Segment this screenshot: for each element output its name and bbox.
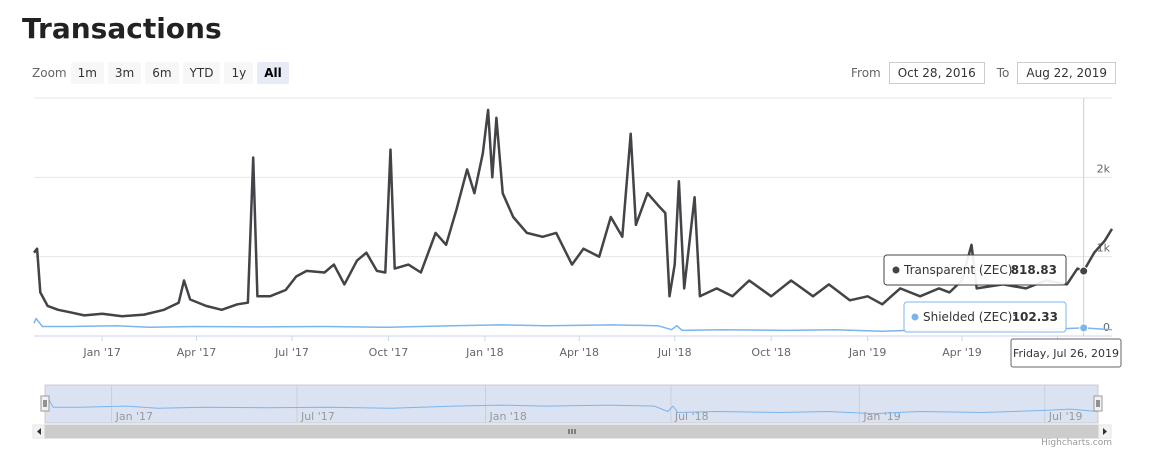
navigator-tick-label: Jan '19 (862, 410, 900, 423)
tooltip-transparent-box (883, 254, 1067, 286)
scrollbar-left-arrow-icon[interactable] (37, 428, 41, 435)
tooltip-shielded-label: Shielded (ZEC): (923, 310, 1016, 324)
scrollbar[interactable] (32, 424, 1112, 439)
x-tick-label: Apr '19 (942, 346, 982, 359)
x-tick-label: Apr '18 (560, 346, 600, 359)
transparent-series-line (33, 108, 1114, 318)
x-tick-label: Jul '17 (274, 346, 309, 359)
scrollbar-right-arrow-icon[interactable] (1103, 428, 1107, 435)
zoom-3m-button[interactable]: 3m (107, 62, 142, 84)
shielded-hover-marker (1079, 323, 1089, 333)
navigator-left-handle[interactable] (40, 395, 50, 412)
y-tick-label: 2k (1097, 162, 1111, 175)
y-tick-label: 0 (1103, 321, 1110, 334)
transparent-hover-marker (1079, 266, 1089, 276)
tooltip: Transparent (ZEC):818.83 Shielded (ZEC):1… (883, 254, 1122, 368)
tooltip-transparent-value: 818.83 (1011, 263, 1057, 277)
navigator-tick-label: Jan '18 (488, 410, 526, 423)
x-tick-label: Jan '18 (465, 346, 503, 359)
navigator-selected-range (44, 384, 1099, 424)
to-label: To (996, 66, 1010, 80)
navigator-tick-label: Jan '17 (115, 410, 153, 423)
tooltip-shielded-value: 102.33 (1012, 310, 1058, 324)
tooltip-shielded-dot (911, 313, 919, 321)
plot-series (33, 108, 1114, 332)
x-tick-label: Oct '17 (369, 346, 409, 359)
x-tick-label: Jul '18 (657, 346, 692, 359)
x-axis: Jan '17 Apr '17 Jul '17 Oct '17 Jan '18 Apr '… (34, 335, 1112, 359)
zoom-all-button[interactable]: All (257, 62, 289, 84)
from-date-input[interactable]: Oct 28, 2016 (888, 62, 985, 84)
tooltip-transparent-dot (892, 266, 900, 274)
tooltip-date-box (1010, 338, 1122, 368)
hover-crosshair (1079, 98, 1089, 336)
navigator[interactable]: Jan '17 Jul '17 Jan '18 Jul '18 Jan '19 Jul '… (32, 384, 1112, 439)
to-date-input[interactable]: Aug 22, 2019 (1017, 62, 1117, 84)
tooltip-transparent-label: Transparent (ZEC): (903, 263, 1016, 277)
x-tick-label: Oct '18 (751, 346, 791, 359)
from-label: From (851, 66, 881, 80)
grid-lines (34, 97, 1112, 258)
navigator-tick-label: Jul '18 (674, 410, 709, 423)
x-tick-label: Jan '17 (82, 346, 120, 359)
navigator-series-line (44, 395, 1099, 415)
zoom-1y-button[interactable]: 1y (224, 62, 254, 84)
credits-link[interactable]: Highcharts.com (1041, 438, 1112, 448)
handle-body (1093, 395, 1103, 412)
navigator-tick-label: Jul '17 (300, 410, 335, 423)
zoom-label: Zoom (32, 66, 67, 80)
date-range-inputs: From Oct 28, 2016 To Aug 22, 2019 (851, 62, 1117, 84)
navigator-tick-label: Jul '19 (1048, 410, 1083, 423)
tooltip-shielded-box (903, 301, 1067, 333)
zoom-ytd-button[interactable]: YTD (182, 62, 221, 84)
x-tick-label: Apr '17 (177, 346, 217, 359)
zoom-6m-button[interactable]: 6m (145, 62, 179, 84)
zoom-range-selector: Zoom 1m 3m 6m YTD 1y All (32, 62, 293, 84)
tooltip-date: Friday, Jul 26, 2019 (1013, 347, 1119, 360)
handle-body (40, 395, 50, 412)
zoom-1m-button[interactable]: 1m (70, 62, 104, 84)
page-title: Transactions (22, 12, 222, 45)
navigator-right-handle[interactable] (1093, 395, 1103, 412)
x-tick-label: Jan '19 (848, 346, 886, 359)
